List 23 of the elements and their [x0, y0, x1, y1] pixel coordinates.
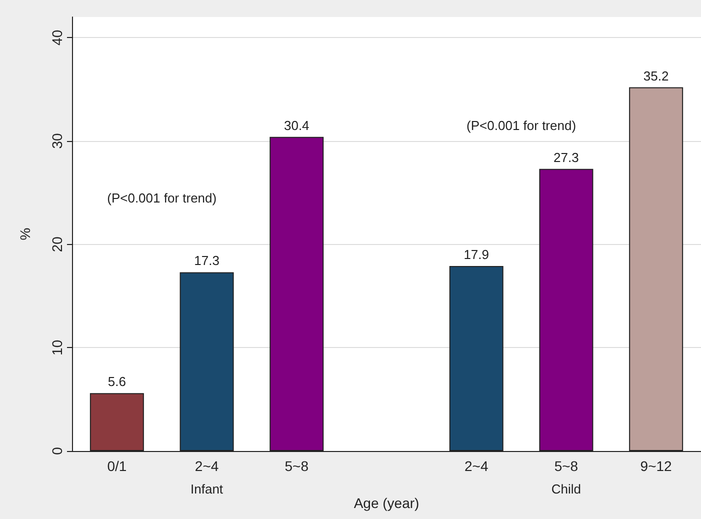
data-label: 30.4	[284, 118, 310, 133]
x-tick-label: 5~8	[554, 458, 578, 474]
x-axis-title: Age (year)	[354, 495, 420, 511]
y-tick-label: 10	[49, 340, 65, 356]
x-tick-label: 0/1	[107, 458, 127, 474]
x-tick-label: 9~12	[640, 458, 672, 474]
y-tick-label: 30	[49, 133, 65, 149]
y-tick-label: 0	[49, 446, 65, 455]
x-tick-label: 2~4	[464, 458, 488, 474]
text: Infant	[190, 482, 224, 496]
text: Child	[551, 482, 582, 496]
y-tick-label: 20	[49, 236, 65, 252]
data-label: 35.2	[643, 68, 669, 84]
data-label: 17.3	[194, 253, 220, 268]
x-tick-label: 5~8	[284, 458, 309, 474]
annotation: (P<0.001 for trend)	[107, 190, 217, 206]
y-tick-label: 40	[49, 30, 65, 46]
data-label: 17.9	[464, 247, 490, 262]
annotation: (P<0.001 for trend)	[466, 118, 576, 133]
y-axis-title: %	[17, 228, 33, 240]
data-label: 27.3	[554, 150, 579, 165]
data-label: 5.6	[108, 374, 126, 390]
x-tick-label: 2~4	[194, 458, 219, 474]
